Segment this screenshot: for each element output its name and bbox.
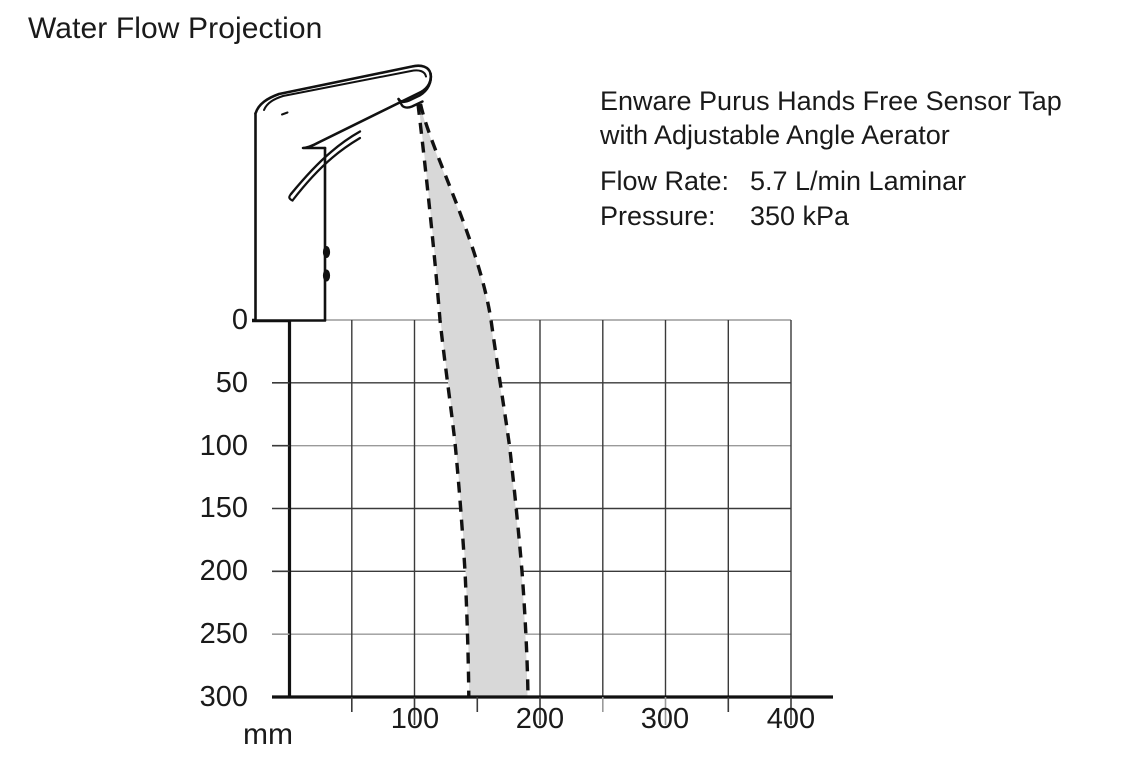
tap-spout-curve-outer (289, 130, 362, 196)
sensor-dot-lower (322, 269, 331, 282)
x-tick-label-400: 400 (766, 703, 816, 735)
sensor-dot-upper (322, 246, 331, 258)
water-stream-envelope (418, 104, 528, 697)
product-name-line-1: Enware Purus Hands Free Sensor Tap (600, 86, 1062, 116)
spec-label-flow-rate: Flow Rate: (600, 166, 730, 196)
tap-spout-curve-tail (288, 192, 294, 202)
y-tick-label-150: 150 (199, 492, 248, 524)
x-axis-ticks (350, 697, 792, 725)
page-title: Water Flow Projection (28, 12, 323, 45)
tap-aerator-outlet (397, 98, 424, 109)
tap-cap-notch (281, 111, 289, 116)
spec-row-pressure: Pressure: 350 kPa (600, 199, 1120, 234)
tap-body-outline (254, 112, 327, 322)
x-tick-label-200: 200 (515, 703, 565, 735)
tap-spout-curve-inner (291, 136, 362, 202)
spec-value-flow-rate: 5.7 L/min Laminar (750, 166, 967, 196)
sensor-tap-illustration (254, 64, 433, 322)
tap-sensor-indicators (322, 246, 331, 282)
x-tick-label-300: 300 (640, 703, 690, 735)
y-tick-label-0: 0 (231, 304, 248, 336)
spec-label-pressure: Pressure: (600, 201, 716, 231)
stream-edge-outer (418, 103, 530, 698)
tap-spout-top-inner-line (263, 69, 427, 111)
product-spec-block: Enware Purus Hands Free Sensor Tap with … (600, 84, 1120, 234)
spec-value-pressure: 350 kPa (750, 201, 850, 231)
x-tick-label-100: 100 (390, 703, 440, 735)
y-tick-label-300: 300 (199, 681, 248, 713)
spec-row-flow-rate: Flow Rate: 5.7 L/min Laminar (600, 164, 1120, 199)
y-tick-label-100: 100 (199, 430, 248, 462)
water-stream-edges (416, 103, 530, 698)
axis-unit-label: mm (243, 718, 293, 751)
chart-axes (252, 285, 833, 699)
stream-edge-inner (416, 103, 471, 698)
product-name-line-2: with Adjustable Angle Aerator (600, 120, 950, 150)
y-tick-label-250: 250 (199, 618, 248, 650)
y-axis-ticks (272, 381, 290, 636)
y-tick-label-200: 200 (199, 555, 248, 587)
chart-gridlines (289, 319, 792, 697)
y-tick-label-50: 50 (215, 367, 248, 399)
product-spec-list: Flow Rate: 5.7 L/min Laminar Pressure: 3… (600, 164, 1120, 234)
